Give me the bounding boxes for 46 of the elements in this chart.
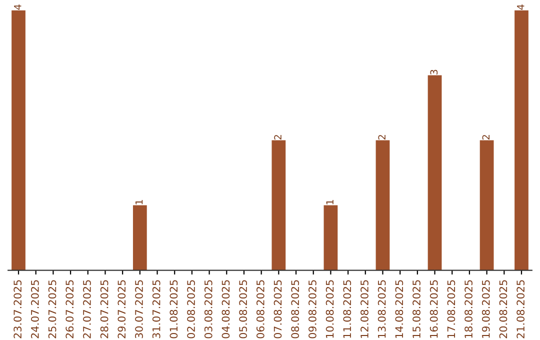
bar bbox=[514, 10, 528, 270]
data-label: 3 bbox=[430, 70, 438, 74]
x-tick-label: 08.08.2025 bbox=[291, 280, 300, 338]
data-label: 2 bbox=[378, 135, 386, 140]
x-tick-label: 23.07.2025 bbox=[14, 280, 22, 338]
bar bbox=[12, 10, 26, 270]
bar bbox=[428, 75, 442, 270]
x-tick-label: 24.07.2025 bbox=[30, 280, 39, 338]
bar bbox=[376, 140, 390, 270]
x-tick-label: 06.08.2025 bbox=[256, 280, 264, 338]
x-tick-label: 18.08.2025 bbox=[464, 280, 472, 338]
x-tick-label: 11.08.2025 bbox=[343, 280, 352, 338]
data-label: 4 bbox=[517, 4, 524, 10]
x-tick-label: 15.08.2025 bbox=[412, 280, 420, 338]
x-tick-label: 26.07.2025 bbox=[66, 280, 74, 338]
x-tick-label: 29.07.2025 bbox=[118, 280, 126, 338]
x-tick-label: 10.08.2025 bbox=[326, 280, 334, 338]
x-tick-label: 03.08.2025 bbox=[204, 280, 212, 338]
x-tick-label: 13.08.2025 bbox=[378, 280, 386, 338]
x-tick-label: 05.08.2025 bbox=[239, 280, 248, 338]
x-tick-label: 17.08.2025 bbox=[447, 280, 456, 338]
x-tick-label: 12.08.2025 bbox=[360, 280, 368, 338]
x-tick-label: 04.08.2025 bbox=[222, 280, 230, 338]
bar bbox=[480, 140, 494, 270]
x-tick-label: 16.08.2025 bbox=[430, 280, 438, 338]
x-tick-label: 14.08.2025 bbox=[395, 280, 404, 338]
bar bbox=[132, 205, 147, 270]
x-tick-label: 19.08.2025 bbox=[482, 280, 490, 338]
x-tick-label: 09.08.2025 bbox=[308, 280, 316, 338]
x-tick-label: 20.08.2025 bbox=[499, 280, 508, 338]
x-tick-label: 21.08.2025 bbox=[516, 280, 525, 338]
data-label: 1 bbox=[136, 200, 143, 204]
bar bbox=[324, 205, 338, 270]
x-tick-label: 25.07.2025 bbox=[48, 280, 56, 338]
data-label: 1 bbox=[326, 200, 334, 204]
x-tick-label: 27.07.2025 bbox=[83, 280, 91, 338]
x-tick-label: 01.08.2025 bbox=[170, 280, 178, 338]
x-tick-label: 30.07.2025 bbox=[135, 280, 143, 338]
x-tick-label: 07.08.2025 bbox=[274, 280, 282, 338]
data-label: 2 bbox=[274, 135, 282, 140]
x-tick-label: 02.08.2025 bbox=[187, 280, 195, 338]
data-label: 2 bbox=[482, 135, 490, 140]
x-tick-label: 28.07.2025 bbox=[100, 280, 108, 338]
bar bbox=[272, 140, 286, 270]
x-tick-label: 31.07.2025 bbox=[152, 280, 160, 338]
data-label: 4 bbox=[14, 4, 22, 10]
